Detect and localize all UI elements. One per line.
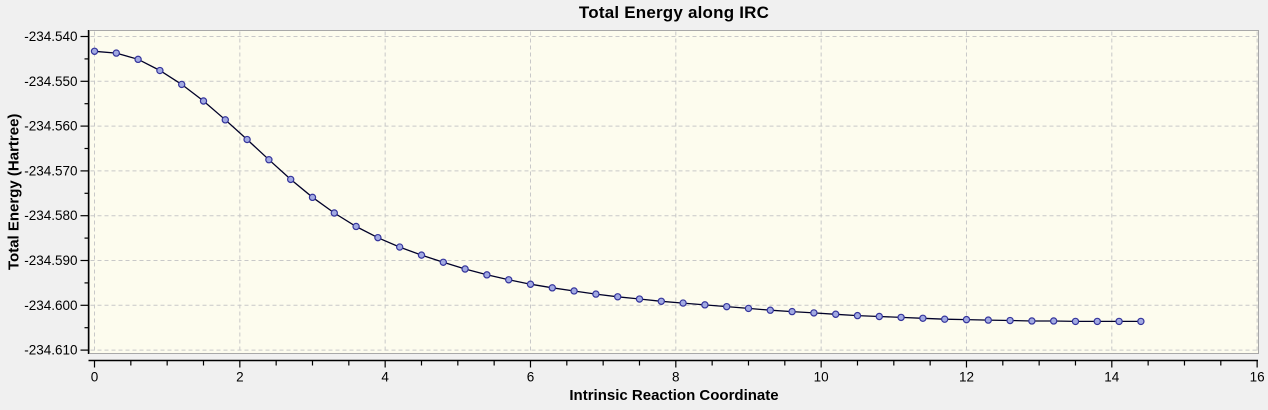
svg-text:-234.590: -234.590 — [24, 253, 77, 268]
data-point-marker — [962, 315, 971, 324]
svg-text:0: 0 — [91, 370, 99, 385]
data-point-marker — [243, 135, 251, 144]
data-point-marker — [417, 251, 426, 259]
data-point-marker — [286, 175, 295, 184]
data-point-marker — [461, 265, 469, 273]
data-point-marker — [308, 193, 317, 202]
data-point-marker — [722, 302, 731, 311]
data-point-marker — [526, 280, 535, 288]
svg-text:-234.580: -234.580 — [24, 208, 77, 223]
data-point-marker — [90, 47, 99, 55]
chart-title: Total Energy along IRC — [578, 3, 770, 22]
data-point-marker — [810, 309, 818, 317]
svg-text:10: 10 — [814, 370, 829, 385]
data-point-marker — [112, 49, 120, 57]
data-point-marker — [919, 314, 927, 322]
svg-text:-234.600: -234.600 — [24, 298, 77, 313]
data-point-marker — [221, 116, 229, 124]
data-point-marker — [940, 315, 949, 323]
data-point-marker — [1115, 317, 1123, 326]
svg-text:14: 14 — [1104, 370, 1120, 385]
data-point-marker — [1006, 316, 1014, 325]
svg-text:12: 12 — [959, 370, 974, 385]
data-point-marker — [1093, 317, 1101, 326]
data-point-marker — [853, 311, 862, 320]
data-point-marker — [831, 310, 840, 318]
data-point-marker — [330, 209, 338, 217]
svg-text:6: 6 — [527, 370, 535, 385]
data-point-marker — [395, 243, 404, 251]
svg-text:-234.560: -234.560 — [24, 119, 77, 134]
data-point-marker — [504, 276, 513, 284]
data-point-marker — [374, 233, 382, 242]
data-point-marker — [1137, 317, 1145, 326]
data-point-marker — [177, 80, 186, 89]
data-point-marker — [156, 66, 164, 75]
axis-lines — [87, 30, 1258, 362]
data-point-marker — [570, 287, 578, 295]
data-point-marker — [744, 304, 753, 313]
data-point-marker — [134, 55, 142, 64]
data-points — [90, 47, 1145, 326]
data-point-marker — [483, 271, 491, 279]
data-point-marker — [897, 313, 905, 322]
data-point-marker — [548, 284, 556, 292]
data-point-marker — [352, 222, 360, 231]
data-point-marker — [1071, 317, 1080, 326]
svg-text:-234.610: -234.610 — [24, 343, 77, 358]
data-point-marker — [265, 155, 273, 164]
data-point-marker — [1049, 317, 1058, 325]
plot-frame — [89, 30, 1259, 354]
svg-text:8: 8 — [672, 370, 680, 385]
svg-text:-234.540: -234.540 — [24, 29, 77, 44]
data-point-marker — [592, 290, 600, 298]
data-point-marker — [679, 299, 687, 307]
svg-text:4: 4 — [381, 370, 389, 385]
x-axis-title: Intrinsic Reaction Coordinate — [569, 387, 779, 404]
data-point-marker — [766, 306, 774, 314]
gridlines — [90, 31, 1258, 353]
data-point-marker — [613, 293, 622, 301]
data-point-marker — [635, 295, 644, 303]
data-point-marker — [875, 312, 883, 321]
svg-text:16: 16 — [1250, 370, 1265, 385]
data-point-marker — [657, 297, 665, 305]
svg-text:-234.570: -234.570 — [24, 163, 77, 178]
y-tick-labels: -234.540 -234.550 -234.560 -234.570 -234.580… — [24, 29, 77, 358]
x-tick-labels: 0 2 4 6 8 10 12 14 16 — [91, 370, 1265, 385]
data-point-marker — [1028, 317, 1036, 325]
axis-ticks — [80, 35, 1258, 368]
data-point-marker — [984, 316, 992, 324]
data-point-marker — [199, 97, 208, 105]
data-point-marker — [439, 258, 447, 266]
data-point-marker — [701, 301, 709, 309]
svg-text:2: 2 — [236, 370, 244, 385]
svg-text:-234.550: -234.550 — [24, 74, 77, 89]
data-point-marker — [788, 307, 796, 316]
